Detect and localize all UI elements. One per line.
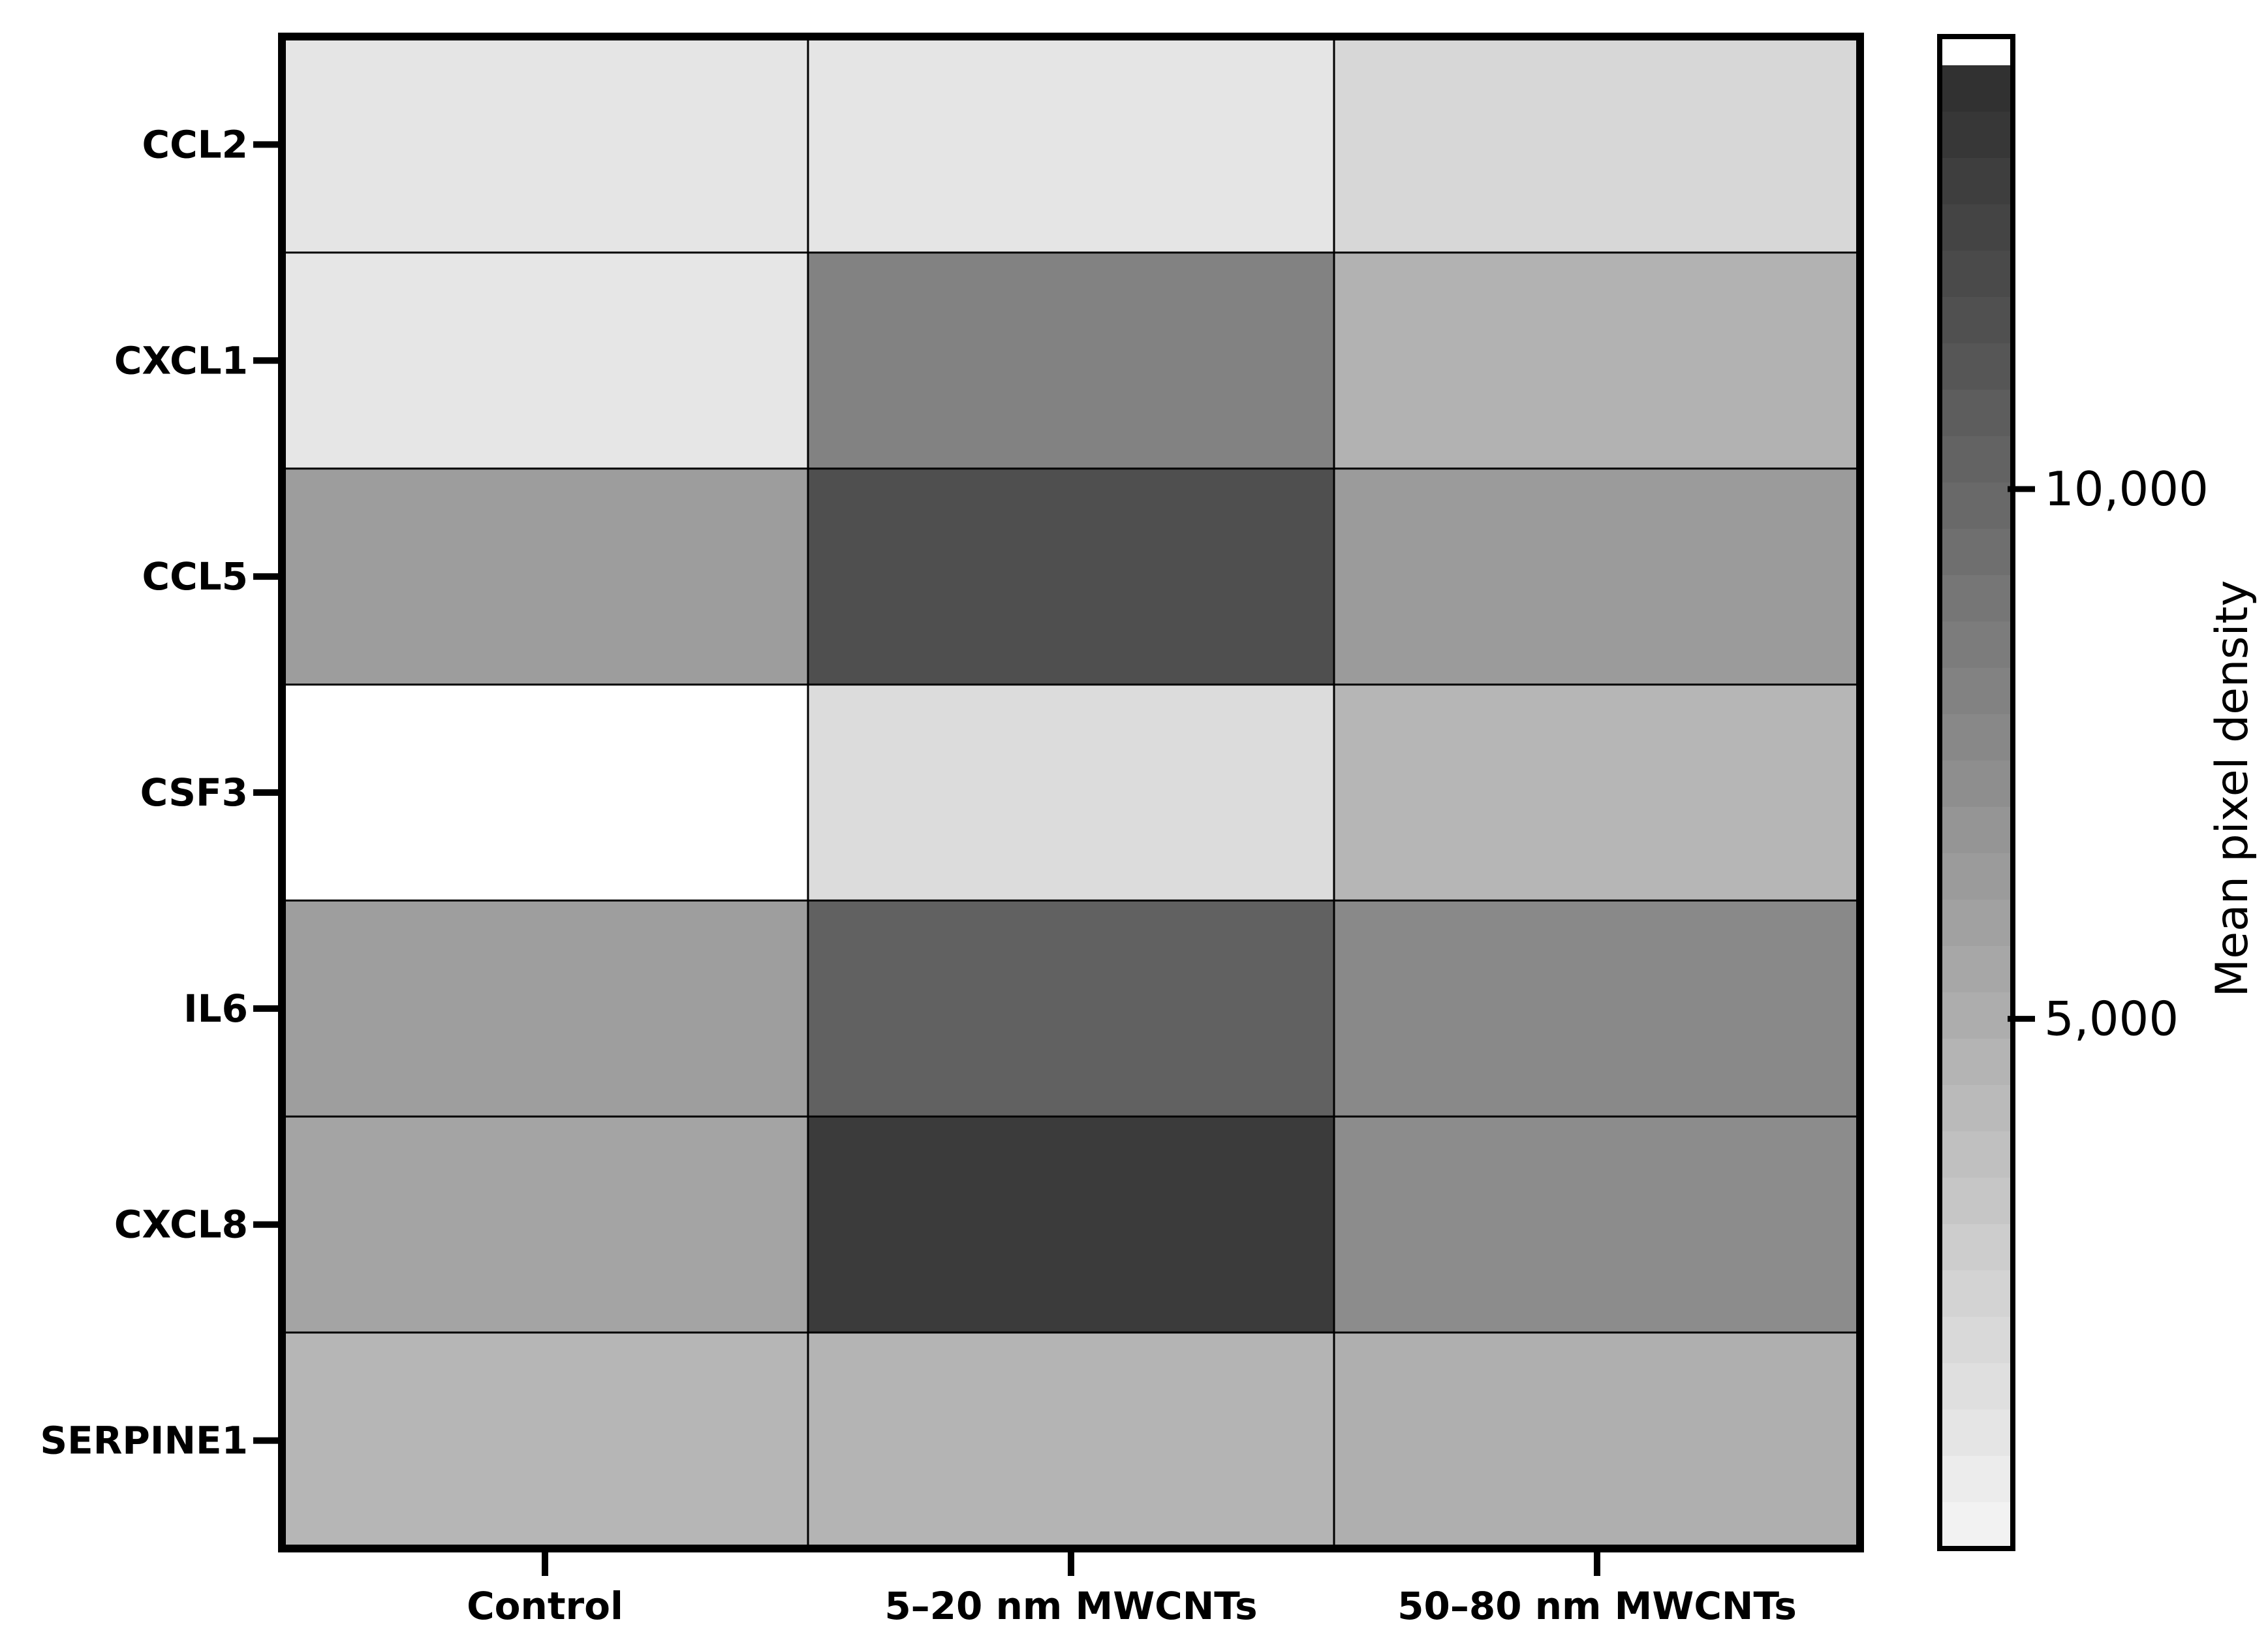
colorbar-step — [1940, 1178, 2013, 1225]
colorbar-step — [1940, 158, 2013, 205]
colorbar-step — [1940, 1039, 2013, 1086]
colorbar-step — [1940, 714, 2013, 761]
heatmap-cells — [282, 37, 1860, 1549]
colorbar-step — [1940, 1456, 2013, 1503]
heatmap-cell-ccl5-0 — [282, 468, 808, 685]
colorbar — [1937, 34, 2015, 1551]
row-label-serpine1: SERPINE1 — [40, 1419, 248, 1463]
heatmap-cell-il6-0 — [282, 900, 808, 1117]
colorbar-step — [1940, 992, 2013, 1039]
row-label-ccl2: CCL2 — [142, 122, 248, 166]
colorbar-step — [1940, 761, 2013, 808]
colorbar-step — [1940, 668, 2013, 715]
row-label-csf3: CSF3 — [140, 770, 248, 815]
row-labels: CCL2 CXCL1 CCL5 CSF3 IL6 CXCL8 SERPINE1 — [40, 122, 248, 1462]
colorbar-step — [1940, 436, 2013, 483]
heatmap-cell-ccl2-2 — [1334, 37, 1860, 253]
column-label-0: Control — [467, 1584, 623, 1628]
colorbar-step — [1940, 946, 2013, 993]
row-label-cxcl1: CXCL1 — [114, 338, 248, 383]
heatmap-cell-csf3-0 — [282, 684, 808, 901]
colorbar-top-cap — [1940, 37, 2013, 65]
column-label-1: 5–20 nm MWCNTs — [884, 1584, 1257, 1628]
heatmap-cell-serpine1-1 — [808, 1332, 1334, 1549]
colorbar-step — [1940, 575, 2013, 622]
heatmap-cell-cxcl8-2 — [1334, 1116, 1860, 1333]
colorbar-step — [1940, 1363, 2013, 1410]
heatmap-cell-cxcl1-1 — [808, 252, 1334, 469]
heatmap-cell-ccl2-0 — [282, 37, 808, 253]
colorbar-step — [1940, 853, 2013, 900]
colorbar-title: Mean pixel density — [2207, 580, 2258, 998]
column-ticks — [542, 1549, 1600, 1576]
row-label-il6: IL6 — [183, 986, 248, 1031]
heatmap-cell-serpine1-0 — [282, 1332, 808, 1549]
colorbar-step — [1940, 390, 2013, 437]
colorbar-step — [1940, 482, 2013, 529]
colorbar-ticks: 5,000 10,000 — [2008, 462, 2209, 1046]
colorbar-step — [1940, 1085, 2013, 1132]
colorbar-tick-label: 5,000 — [2044, 992, 2179, 1046]
colorbar-step — [1940, 343, 2013, 390]
colorbar-step — [1940, 529, 2013, 576]
colorbar-step — [1940, 807, 2013, 854]
row-label-ccl5: CCL5 — [142, 554, 248, 599]
colorbar-step — [1940, 1502, 2013, 1549]
colorbar-step — [1940, 297, 2013, 344]
colorbar-tick-label: 10,000 — [2044, 462, 2209, 516]
heatmap-cell-il6-2 — [1334, 900, 1860, 1117]
colorbar-step — [1940, 204, 2013, 251]
colorbar-step — [1940, 112, 2013, 159]
heatmap-cell-il6-1 — [808, 900, 1334, 1117]
colorbar-step — [1940, 1270, 2013, 1317]
colorbar-step — [1940, 65, 2013, 112]
heatmap-cell-cxcl1-2 — [1334, 252, 1860, 469]
colorbar-step — [1940, 1224, 2013, 1271]
colorbar-step — [1940, 900, 2013, 947]
heatmap-cell-serpine1-2 — [1334, 1332, 1860, 1549]
heatmap-cell-ccl5-2 — [1334, 468, 1860, 685]
colorbar-step — [1940, 251, 2013, 298]
colorbar-step — [1940, 1409, 2013, 1456]
colorbar-frame — [1937, 34, 2015, 1551]
heatmap-cell-csf3-1 — [808, 684, 1334, 901]
cell-gridlines — [282, 37, 1860, 1549]
heatmap-cell-cxcl8-0 — [282, 1116, 808, 1333]
colorbar-step — [1940, 1317, 2013, 1364]
heatmap-cell-ccl5-1 — [808, 468, 1334, 685]
heatmap-cell-ccl2-1 — [808, 37, 1334, 253]
column-label-2: 50–80 nm MWCNTs — [1397, 1584, 1797, 1628]
row-ticks — [253, 141, 282, 1444]
heatmap-cell-cxcl8-1 — [808, 1116, 1334, 1333]
heatmap-cell-cxcl1-0 — [282, 252, 808, 469]
heatmap-cell-csf3-2 — [1334, 684, 1860, 901]
row-label-cxcl8: CXCL8 — [114, 1203, 248, 1247]
colorbar-step — [1940, 1131, 2013, 1178]
colorbar-step — [1940, 621, 2013, 669]
column-labels: Control 5–20 nm MWCNTs 50–80 nm MWCNTs — [467, 1584, 1797, 1628]
